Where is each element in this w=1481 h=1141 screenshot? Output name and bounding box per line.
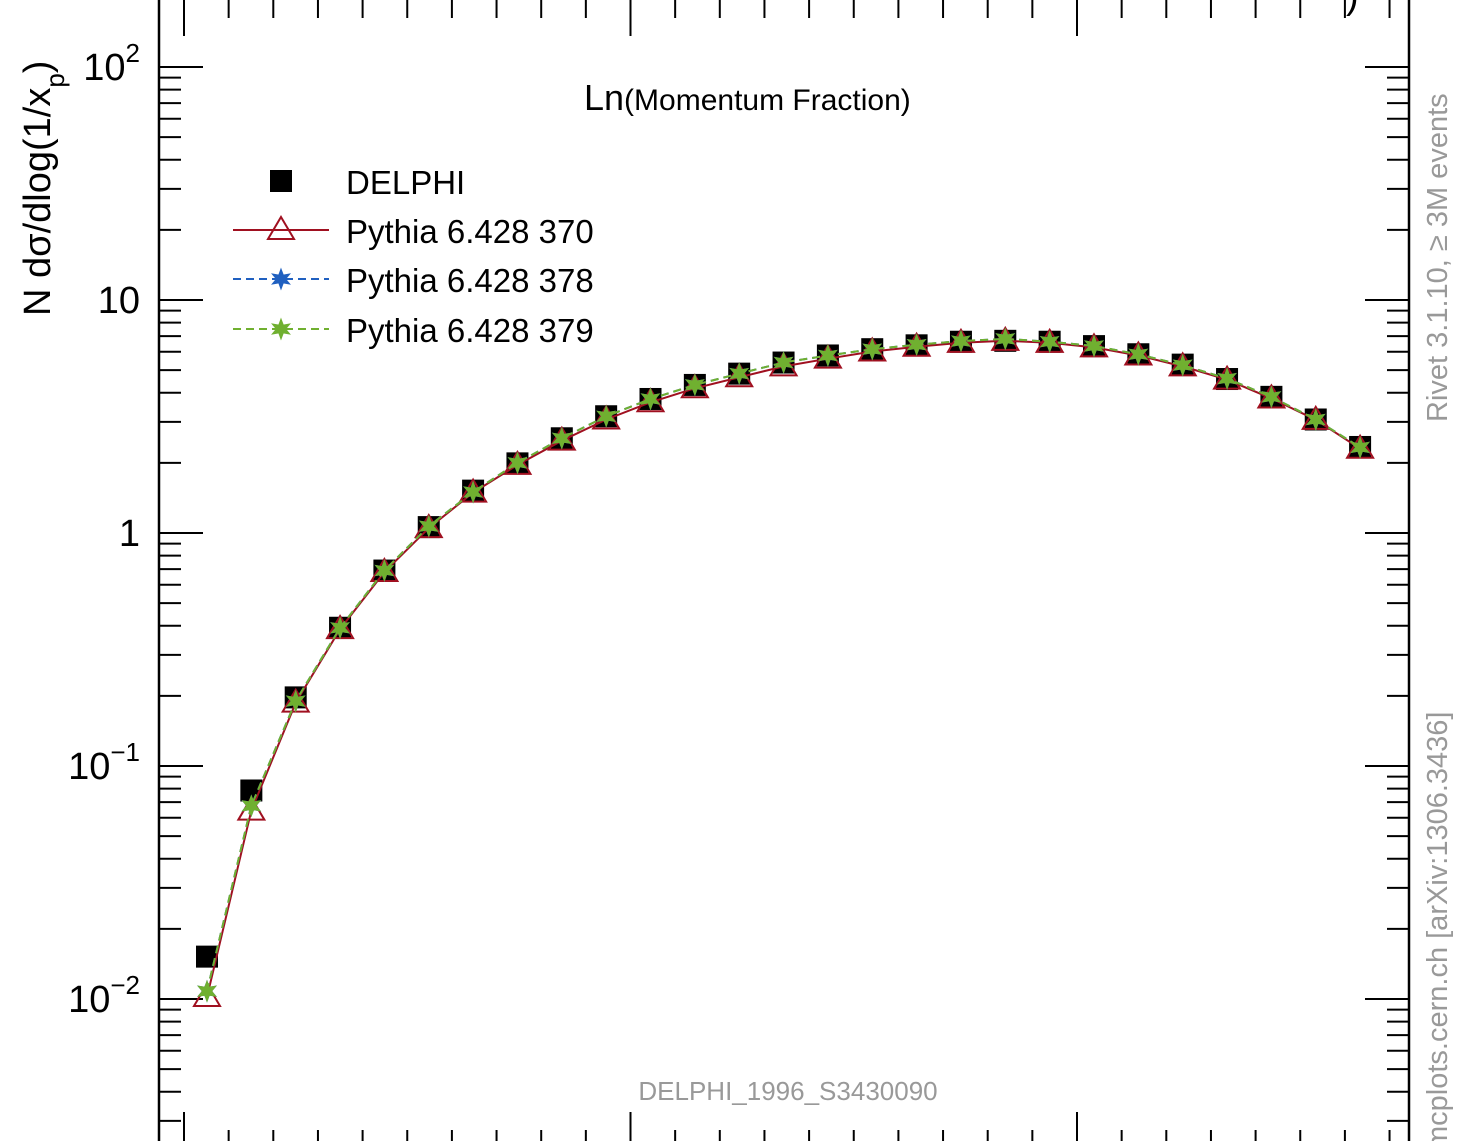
y-tick-exp: −1: [110, 737, 140, 767]
data-point: [418, 514, 439, 538]
y-tick-exp: −2: [110, 970, 140, 1000]
legend-marker: [266, 215, 296, 240]
data-point: [813, 343, 843, 369]
series-line: [206, 337, 1361, 992]
legend-marker: [270, 170, 292, 192]
y-axis-label-main: N dσ/dlog(1/x: [17, 88, 59, 316]
data-point: [817, 344, 838, 367]
y-axis-label-sub: p: [40, 73, 70, 87]
data-point: [197, 979, 217, 1003]
legend-entry: Pythia 6.428 379: [233, 312, 594, 349]
legend-marker: [271, 317, 291, 341]
series-0: [196, 329, 1372, 968]
y-axis-label-close: ): [17, 61, 59, 74]
data-point: [635, 387, 666, 413]
chart-title-suffix: (Momentum Fraction): [624, 84, 911, 117]
plot-frame: [157, 0, 1411, 1141]
data-point: [729, 362, 750, 386]
data-point: [330, 616, 350, 640]
series-2: [197, 327, 1371, 1003]
data-point: [1084, 334, 1104, 358]
data-point: [906, 333, 927, 357]
y-tick-label: 10: [98, 280, 140, 322]
data-point: [773, 351, 794, 374]
data-point: [596, 404, 617, 428]
data-point: [684, 373, 705, 397]
data-point: [1350, 435, 1371, 459]
data-point: [1128, 342, 1149, 366]
y-ticks: [159, 66, 1409, 1122]
legend-label: Pythia 6.428 378: [346, 262, 594, 299]
data-point: [241, 794, 262, 818]
side-label-bottom: mcplots.cern.ch [arXiv:1306.3436]: [1422, 712, 1454, 1141]
series-line: [206, 337, 1361, 992]
legend-label: Pythia 6.428 379: [346, 312, 594, 349]
y-axis-label: N dσ/dlog(1/xp): [17, 61, 70, 316]
y-tick-label: 102: [83, 38, 140, 89]
legend-label: Pythia 6.428 370: [346, 213, 594, 250]
data-point: [1039, 330, 1060, 354]
data-point: [591, 404, 621, 430]
data-point: [862, 337, 883, 361]
legend-label: DELPHI: [346, 164, 465, 201]
data-point: [951, 329, 971, 353]
series-3: [197, 327, 1371, 1003]
series-layer: [192, 325, 1375, 1007]
data-point: [1217, 367, 1237, 391]
data-point: [640, 387, 661, 411]
legend-entry: DELPHI: [270, 164, 465, 201]
data-point: [463, 480, 484, 504]
chart-title: Ln(Momentum Fraction): [584, 77, 911, 118]
data-point: [551, 426, 572, 450]
data-point: [507, 451, 528, 475]
y-tick-exp: 2: [126, 38, 140, 68]
y-tick-label: 10−1: [68, 737, 140, 788]
side-label-top: Rivet 3.1.10, ≥ 3M events: [1422, 93, 1454, 422]
top-title-fragment: ): [1346, 0, 1359, 17]
series-1: [192, 325, 1375, 1007]
series-line: [206, 339, 1361, 998]
y-tick-label: 1: [119, 513, 140, 555]
data-point: [196, 945, 218, 968]
data-point: [374, 559, 395, 582]
y-tick-base: 10: [68, 746, 110, 788]
x-ticks: [183, 0, 1391, 1141]
data-point: [1305, 408, 1326, 431]
data-point: [1261, 385, 1282, 409]
y-tick-base: 10: [83, 47, 125, 89]
legend-marker: [271, 267, 291, 291]
analysis-label: DELPHI_1996_S3430090: [638, 1076, 937, 1106]
data-point: [285, 689, 306, 713]
legend-entry: Pythia 6.428 370: [233, 213, 594, 250]
chart-title-main: Ln: [584, 77, 624, 118]
legend: DELPHI Pythia 6.428 370 Pythia 6.428 378 Py…: [233, 164, 594, 349]
y-tick-base: 10: [68, 979, 110, 1021]
y-tick-label: 10−2: [68, 970, 140, 1021]
data-point: [1172, 353, 1193, 377]
legend-entry: Pythia 6.428 378: [233, 262, 594, 299]
data-point: [995, 327, 1016, 351]
